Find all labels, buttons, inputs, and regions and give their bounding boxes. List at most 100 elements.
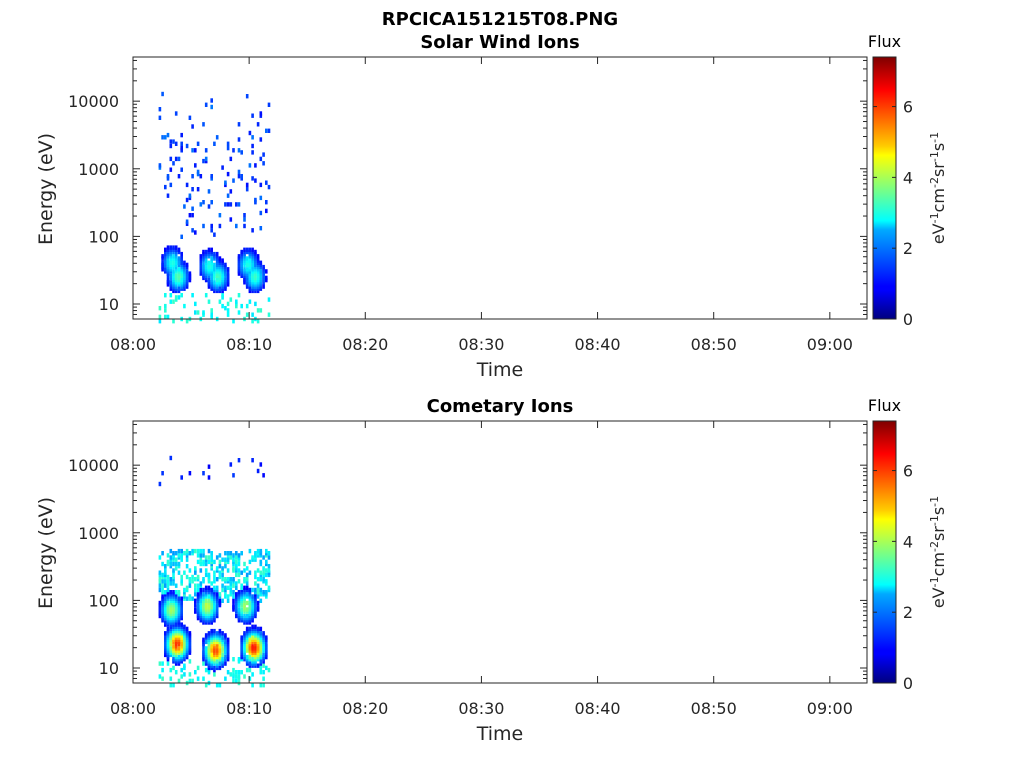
data-cell xyxy=(202,559,205,565)
data-cell xyxy=(185,182,189,188)
data-cell xyxy=(213,280,216,285)
data-cell xyxy=(169,139,173,144)
data-cell xyxy=(194,583,197,588)
data-cell xyxy=(180,579,183,584)
colorbar-tick-label: 6 xyxy=(903,98,913,117)
data-cell xyxy=(267,184,271,190)
data-cell xyxy=(161,676,164,681)
data-cell xyxy=(207,548,211,554)
data-cell xyxy=(248,258,252,263)
data-cell xyxy=(194,577,197,582)
data-cell xyxy=(180,148,183,153)
data-cell xyxy=(232,473,235,478)
data-cell xyxy=(158,583,162,588)
data-cell xyxy=(235,585,238,590)
data-cell xyxy=(221,587,224,593)
data-cell xyxy=(166,314,170,320)
plot-area xyxy=(158,455,271,688)
label-exponent: -1 xyxy=(928,151,941,162)
data-cell xyxy=(221,657,224,662)
data-cell xyxy=(259,670,263,675)
data-cell xyxy=(174,551,178,556)
data-cell xyxy=(180,167,183,172)
data-cell xyxy=(245,94,249,99)
colorbar-label: eV-1cm-2sr-1s-1 xyxy=(928,496,949,608)
y-tick-label: 10000 xyxy=(68,92,119,111)
data-cell xyxy=(262,670,265,675)
data-cell xyxy=(237,137,241,142)
x-tick-label: 09:00 xyxy=(807,335,853,354)
data-cell xyxy=(256,319,260,324)
data-cell xyxy=(207,631,211,636)
data-cell xyxy=(174,670,178,675)
data-cell xyxy=(215,602,219,608)
data-cell xyxy=(259,111,263,116)
data-cell xyxy=(166,579,170,584)
data-cell xyxy=(215,659,219,664)
data-cell xyxy=(243,223,246,229)
data-cell xyxy=(251,587,254,593)
data-cell xyxy=(237,174,241,179)
data-cell xyxy=(164,135,167,140)
data-cell xyxy=(166,583,170,588)
data-cell xyxy=(267,102,271,107)
data-cell xyxy=(215,251,219,257)
data-cell xyxy=(226,637,230,642)
y-tick-label: 10000 xyxy=(68,456,119,475)
data-cell xyxy=(226,594,230,599)
data-cell xyxy=(226,141,230,146)
data-cell xyxy=(166,277,170,283)
data-cell xyxy=(164,570,167,575)
data-cell xyxy=(265,590,268,595)
data-cell xyxy=(259,137,263,142)
data-cell xyxy=(254,624,257,629)
data-cell xyxy=(229,581,233,586)
colorbar-label: eV-1cm-2sr-1s-1 xyxy=(928,132,949,244)
data-cell xyxy=(172,161,175,166)
data-cell xyxy=(248,600,252,606)
data-cell xyxy=(169,555,173,560)
data-cell xyxy=(191,187,194,192)
data-cell xyxy=(188,213,192,218)
data-cell xyxy=(229,189,233,194)
data-cell xyxy=(180,234,183,239)
label-exponent: -1 xyxy=(928,132,941,143)
data-cell xyxy=(226,670,230,675)
data-cell xyxy=(196,676,200,681)
data-cell xyxy=(172,568,175,573)
colorbar-title: Flux xyxy=(868,396,901,415)
data-cell xyxy=(166,600,170,606)
data-cell xyxy=(169,293,173,298)
data-cell xyxy=(213,570,216,575)
data-cell xyxy=(229,587,233,593)
data-cell xyxy=(207,464,211,469)
data-cell xyxy=(259,631,263,636)
data-cell xyxy=(183,204,186,209)
data-cell xyxy=(218,628,222,634)
data-cell xyxy=(164,293,167,298)
data-cell xyxy=(226,557,230,562)
data-cell xyxy=(245,592,249,597)
data-cell xyxy=(196,587,200,593)
data-cell xyxy=(221,572,224,578)
data-cell xyxy=(185,319,189,324)
data-cell xyxy=(169,182,173,188)
data-cell xyxy=(221,303,224,309)
data-cell xyxy=(232,657,235,662)
data-cell xyxy=(169,577,173,582)
data-cell xyxy=(229,217,233,222)
data-cell xyxy=(164,247,167,252)
data-cell xyxy=(158,587,162,593)
data-cell xyxy=(224,306,227,311)
data-cell xyxy=(248,559,252,565)
data-cell xyxy=(174,622,178,627)
data-cell xyxy=(164,314,167,320)
data-cell xyxy=(207,204,211,209)
data-cell xyxy=(218,598,222,603)
data-cell xyxy=(229,462,233,467)
label-unit: sr xyxy=(929,526,948,541)
data-cell xyxy=(251,176,254,181)
data-cell xyxy=(177,267,181,272)
data-cell xyxy=(248,247,252,252)
